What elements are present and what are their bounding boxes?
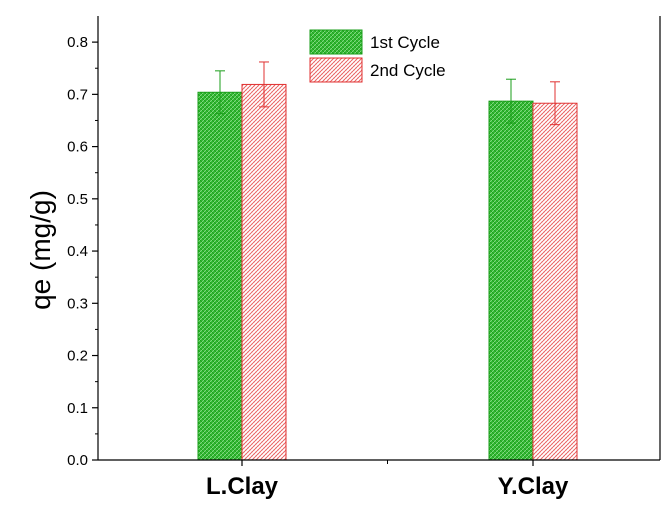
y-axis-title: qe (mg/g) [25,190,56,310]
bar-cycle2 [532,102,578,461]
legend-swatch-cycle1 [309,29,363,55]
bar-cycle2 [241,83,287,461]
y-tick-label: 0.6 [67,139,88,156]
category-label: L.Clay [206,473,279,500]
legend-label: 1st Cycle [370,33,440,52]
bars [197,83,578,461]
y-tick-label: 0.7 [67,86,88,103]
category-label: Y.Clay [498,473,569,500]
plot-frame [97,16,661,461]
y-tick-label: 0.3 [67,295,88,312]
y-tick-label: 0.8 [67,34,88,51]
category-labels: L.Clay Y.Clay [206,460,569,500]
y-axis-ticks: 0.0 0.1 0.2 0.3 0.4 0.5 0.6 0.7 0.8 [67,34,98,469]
bar-cycle1 [488,100,534,461]
y-tick-label: 0.0 [67,452,88,469]
y-tick-label: 0.5 [67,191,88,208]
legend-swatch-cycle2 [309,57,363,83]
legend-label: 2nd Cycle [370,61,446,80]
y-tick-label: 0.4 [67,243,88,260]
bar-cycle1 [197,91,243,461]
y-tick-label: 0.1 [67,400,88,417]
y-tick-label: 0.2 [67,348,88,365]
error-bars [215,61,560,126]
legend: 1st Cycle 2nd Cycle [309,29,446,83]
